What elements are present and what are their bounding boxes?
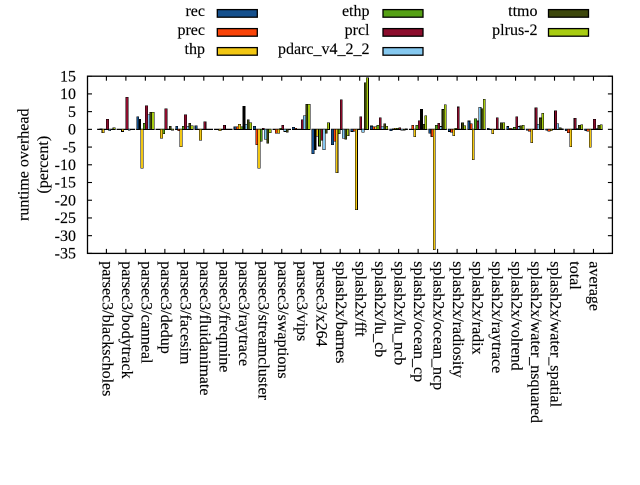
svg-text:plrus-2: plrus-2 xyxy=(492,22,537,39)
svg-text:prcl: prcl xyxy=(345,22,370,39)
svg-text:ethp: ethp xyxy=(342,3,370,20)
svg-text:parsec3/x264: parsec3/x264 xyxy=(313,261,330,346)
svg-text:-30: -30 xyxy=(55,228,76,245)
svg-text:average: average xyxy=(585,261,602,311)
svg-text:splash2x/radiosity: splash2x/radiosity xyxy=(449,261,466,377)
svg-text:parsec3/streamcluster: parsec3/streamcluster xyxy=(254,261,271,400)
svg-text:-5: -5 xyxy=(63,139,76,156)
svg-text:15: 15 xyxy=(60,68,76,85)
svg-text:splash2x/water_nsquared: splash2x/water_nsquared xyxy=(527,261,544,423)
svg-text:total: total xyxy=(566,261,583,290)
svg-text:parsec3/fluidanimate: parsec3/fluidanimate xyxy=(196,261,213,395)
svg-text:parsec3/vips: parsec3/vips xyxy=(293,261,310,341)
svg-text:-35: -35 xyxy=(55,246,76,263)
svg-text:-10: -10 xyxy=(55,157,76,174)
svg-text:-25: -25 xyxy=(55,210,76,227)
svg-text:0: 0 xyxy=(68,122,76,139)
svg-text:splash2x/lu_cb: splash2x/lu_cb xyxy=(371,261,388,357)
svg-text:splash2x/raytrace: splash2x/raytrace xyxy=(488,261,505,373)
svg-text:parsec3/bodytrack: parsec3/bodytrack xyxy=(118,261,135,378)
svg-text:parsec3/dedup: parsec3/dedup xyxy=(157,261,174,353)
svg-text:parsec3/blackscholes: parsec3/blackscholes xyxy=(98,261,115,396)
svg-text:splash2x/lu_ncb: splash2x/lu_ncb xyxy=(391,261,408,365)
svg-text:parsec3/canneal: parsec3/canneal xyxy=(137,261,154,364)
svg-text:splash2x/ocean_ncp: splash2x/ocean_ncp xyxy=(430,261,447,390)
svg-text:splash2x/volrend: splash2x/volrend xyxy=(508,261,525,370)
svg-text:splash2x/radix: splash2x/radix xyxy=(469,261,486,354)
svg-text:prec: prec xyxy=(177,22,205,39)
svg-text:parsec3/freqmine: parsec3/freqmine xyxy=(215,261,232,372)
svg-text:-20: -20 xyxy=(55,192,76,209)
svg-text:(percent): (percent) xyxy=(35,136,52,194)
svg-text:splash2x/barnes: splash2x/barnes xyxy=(332,261,349,363)
svg-text:-15: -15 xyxy=(55,175,76,192)
svg-text:rec: rec xyxy=(185,3,205,20)
svg-text:5: 5 xyxy=(68,104,76,121)
svg-text:runtime overhead: runtime overhead xyxy=(16,108,33,220)
svg-text:splash2x/fft: splash2x/fft xyxy=(352,261,369,337)
svg-text:10: 10 xyxy=(60,86,76,103)
svg-text:pdarc_v4_2_2: pdarc_v4_2_2 xyxy=(278,41,370,58)
svg-text:ttmo: ttmo xyxy=(508,3,537,20)
svg-text:parsec3/facesim: parsec3/facesim xyxy=(176,261,193,365)
svg-text:splash2x/ocean_cp: splash2x/ocean_cp xyxy=(410,261,427,382)
svg-text:parsec3/swaptions: parsec3/swaptions xyxy=(274,261,291,378)
svg-text:parsec3/raytrace: parsec3/raytrace xyxy=(235,261,252,366)
svg-text:thp: thp xyxy=(185,41,205,58)
svg-text:splash2x/water_spatial: splash2x/water_spatial xyxy=(547,261,564,407)
